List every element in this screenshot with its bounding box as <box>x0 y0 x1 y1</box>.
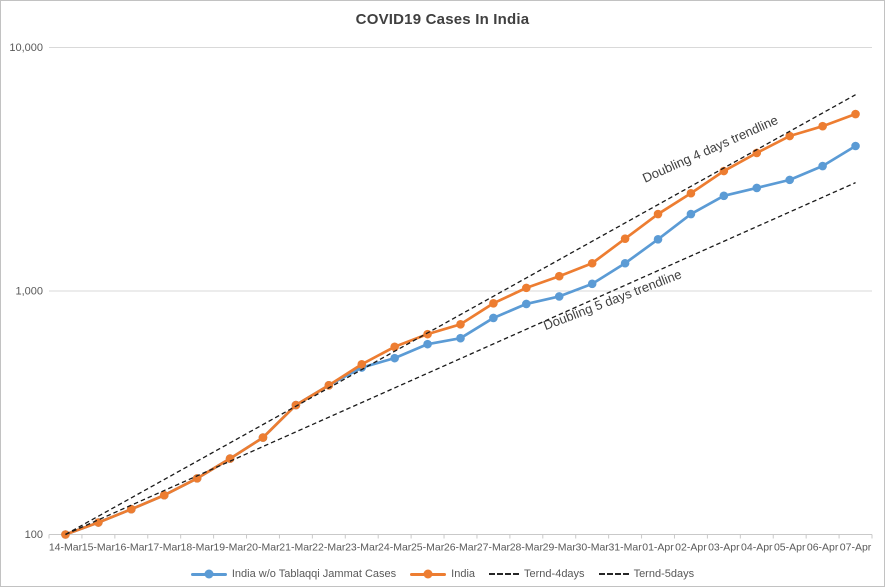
data-point <box>489 313 498 323</box>
data-point <box>522 283 531 293</box>
x-axis-label: 04-Apr <box>741 542 773 554</box>
legend-line-sample <box>190 569 227 579</box>
x-axis-label: 21-Mar <box>279 542 313 554</box>
data-point <box>192 474 202 483</box>
x-axis-label: 25-Mar <box>411 542 445 554</box>
legend-marker-icon <box>423 569 433 579</box>
data-point <box>94 518 103 527</box>
x-axis-label: 22-Mar <box>312 542 346 554</box>
x-axis-label: 18-Mar <box>181 542 215 554</box>
legend-marker-icon <box>204 569 214 579</box>
x-axis-label: 01-Apr <box>642 542 674 554</box>
data-point <box>423 339 432 349</box>
data-point <box>752 183 762 193</box>
x-axis-label: 06-Apr <box>807 542 839 554</box>
legend-dash-sample <box>489 573 520 575</box>
data-point <box>686 188 696 198</box>
x-axis-label: 16-Mar <box>115 542 149 554</box>
data-point <box>390 342 399 352</box>
data-point <box>522 299 531 309</box>
data-point <box>785 175 794 185</box>
legend-label: Ternd-4days <box>524 568 585 580</box>
x-axis-label: 02-Apr <box>675 542 707 554</box>
x-axis-label: 28-Mar <box>510 542 544 554</box>
chart-legend: India w/o Tablaqqi Jammat Cases India Tern… <box>1 568 884 580</box>
data-point <box>653 209 663 219</box>
data-point <box>390 353 399 363</box>
legend-item-india: India <box>410 568 475 580</box>
x-axis-label: 15-Mar <box>82 542 116 554</box>
y-axis-label: 1,000 <box>15 286 43 298</box>
x-axis-label: 29-Mar <box>543 542 577 554</box>
x-axis-label: 26-Mar <box>444 542 478 554</box>
trendline-ternd-4days <box>65 94 856 536</box>
legend-label: India <box>451 568 476 580</box>
data-point <box>554 292 564 301</box>
y-axis-label: 10,000 <box>9 42 43 54</box>
data-point <box>851 141 860 151</box>
trendline-ternd-5days <box>65 182 856 536</box>
x-axis-label: 23-Mar <box>345 542 379 554</box>
legend-label: India w/o Tablaqqi Jammat Cases <box>231 568 397 580</box>
data-point <box>258 433 268 442</box>
data-point <box>423 329 432 339</box>
x-axis-label: 31-Mar <box>608 542 642 554</box>
x-axis-label: 19-Mar <box>213 542 247 554</box>
data-point <box>587 279 597 289</box>
x-axis-label: 20-Mar <box>246 542 280 554</box>
data-point <box>456 319 465 329</box>
x-axis-label: 03-Apr <box>708 542 740 554</box>
legend-line-sample <box>410 569 447 579</box>
data-point <box>489 299 498 308</box>
data-point <box>587 258 597 268</box>
data-point <box>159 490 169 500</box>
data-point <box>818 121 827 131</box>
trendline-annotation: Doubling 4 days trendline <box>640 112 780 185</box>
data-point <box>686 209 696 219</box>
legend-label: Ternd-5days <box>633 568 695 580</box>
x-axis-label: 27-Mar <box>477 542 511 554</box>
x-axis-label: 17-Mar <box>148 542 182 554</box>
chart-title: COVID19 Cases In India <box>355 11 530 28</box>
data-point <box>127 504 136 514</box>
x-axis-label: 07-Apr <box>840 542 872 554</box>
x-axis-label: 05-Apr <box>774 542 806 554</box>
x-axis-label: 30-Mar <box>576 542 610 554</box>
legend-dash-sample <box>598 573 629 575</box>
data-point <box>456 333 465 343</box>
data-point <box>620 258 630 268</box>
data-point <box>851 109 860 119</box>
data-point <box>620 234 630 243</box>
x-axis-label: 14-Mar <box>49 542 83 554</box>
legend-item-india-w-o-tablaqqi-jammat-cases: India w/o Tablaqqi Jammat Cases <box>190 568 397 580</box>
legend-item-ternd-5days: Ternd-5days <box>598 568 695 580</box>
data-point <box>291 400 301 410</box>
data-point <box>785 131 794 141</box>
data-point <box>554 271 564 281</box>
data-point <box>653 235 663 244</box>
x-axis-label: 24-Mar <box>378 542 412 554</box>
legend-item-ternd-4days: Ternd-4days <box>489 568 585 580</box>
data-point <box>818 161 827 171</box>
y-axis-label: 100 <box>25 529 43 541</box>
data-point <box>719 191 729 201</box>
data-point <box>357 360 367 369</box>
